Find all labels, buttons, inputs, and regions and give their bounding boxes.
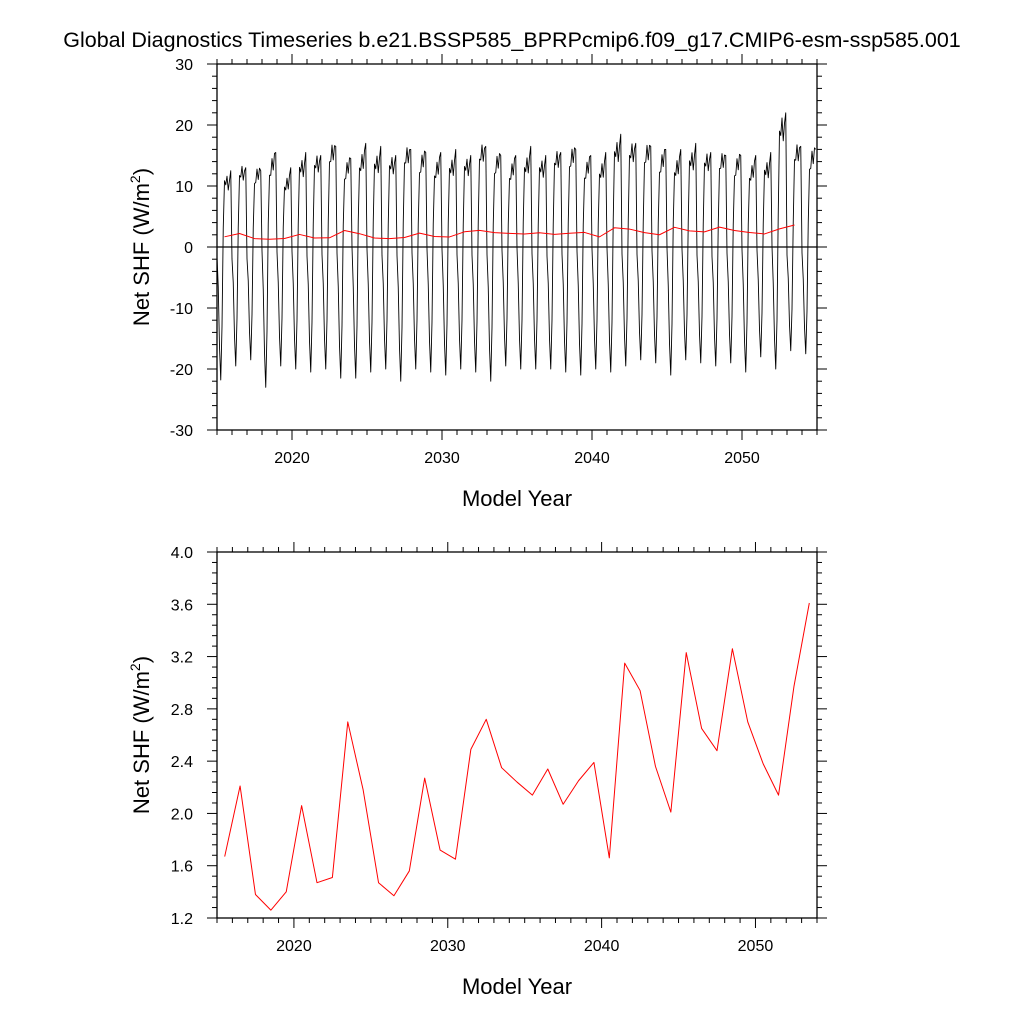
y-axis-label-tail: )	[129, 168, 154, 175]
x-tick-label: 2040	[574, 450, 610, 467]
y-tick-label: 1.6	[171, 859, 193, 876]
y-tick-label: 20	[175, 118, 193, 135]
y-tick-label: -30	[170, 423, 193, 440]
y-axis-label-superscript: 2	[127, 663, 143, 671]
y-tick-label: 2.8	[171, 702, 193, 719]
data-area	[224, 602, 810, 911]
data-area	[217, 112, 817, 388]
x-tick-label: 2030	[430, 938, 466, 955]
x-tick-label: 2030	[424, 450, 460, 467]
y-axis-label-base: Net SHF (W/m	[129, 183, 154, 326]
y-tick-label: 1.2	[171, 911, 193, 928]
y-axis-label: Net SHF (W/m2)	[127, 168, 154, 326]
plot-frame	[216, 551, 818, 919]
y-tick-label: -20	[170, 362, 193, 379]
x-tick-label: 2020	[274, 450, 310, 467]
x-tick-label: 2020	[276, 938, 312, 955]
y-axis-label-tail: )	[129, 656, 154, 663]
x-tick-label: 2050	[738, 938, 774, 955]
y-tick-label: 30	[175, 57, 193, 74]
monthly-series-line	[217, 112, 817, 388]
y-tick-label: 10	[175, 179, 193, 196]
x-axis-label: Model Year	[462, 974, 572, 999]
x-tick-label: 2040	[584, 938, 620, 955]
y-tick-label: 4.0	[171, 545, 193, 562]
y-tick-label: 2.4	[171, 754, 193, 771]
y-axis-label: Net SHF (W/m2)	[127, 656, 154, 814]
x-tick-label: 2050	[724, 450, 760, 467]
y-axis-label-superscript: 2	[127, 175, 143, 183]
bottom-panel: 2020 2030 2040 2050 1.2 1.6 2.0 2.4 2.8 3.2 3.6 4.0…	[127, 542, 827, 999]
y-tick-label: 2.0	[171, 806, 193, 823]
y-axis-label-base: Net SHF (W/m	[129, 671, 154, 814]
y-tick-label: 3.2	[171, 650, 193, 667]
x-axis-label: Model Year	[462, 486, 572, 511]
y-tick-label: 3.6	[171, 597, 193, 614]
y-tick-label: -10	[170, 301, 193, 318]
annual-mean-series-line	[224, 602, 810, 911]
annual-mean-series-line	[224, 224, 795, 240]
chart-title: Global Diagnostics Timeseries b.e21.BSSP…	[63, 28, 961, 52]
y-tick-label: 0	[184, 240, 193, 257]
